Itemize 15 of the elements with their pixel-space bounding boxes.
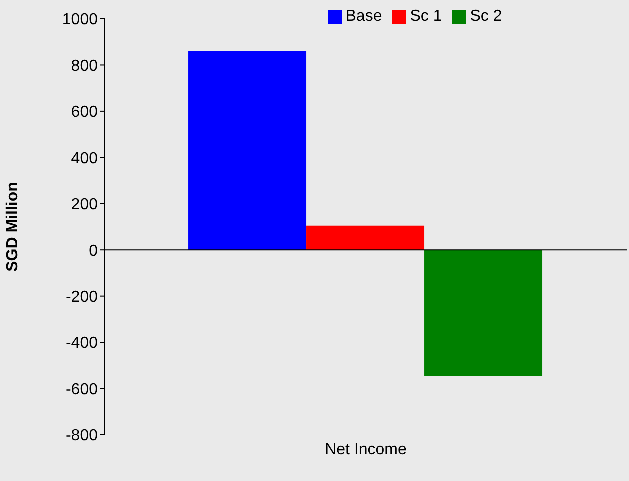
y-tick-label: 800 — [71, 58, 98, 75]
legend-label: Sc 1 — [410, 8, 442, 25]
legend-label: Sc 2 — [470, 8, 502, 25]
y-tick-label: 1000 — [62, 12, 98, 29]
y-tick-label: -600 — [66, 381, 98, 398]
y-tick-label: 0 — [89, 242, 98, 260]
y-tick-label: -400 — [66, 335, 98, 352]
y-tick-label: -200 — [66, 289, 98, 306]
x-tick-label: Net Income — [325, 441, 408, 458]
y-tick-label: 200 — [71, 196, 98, 214]
legend-label: Base — [346, 8, 382, 25]
y-tick-label: 400 — [71, 150, 98, 168]
y-tick-label: -800 — [66, 428, 98, 445]
y-axis-title: SGD Million — [4, 182, 22, 272]
y-tick-label: 600 — [71, 104, 98, 122]
